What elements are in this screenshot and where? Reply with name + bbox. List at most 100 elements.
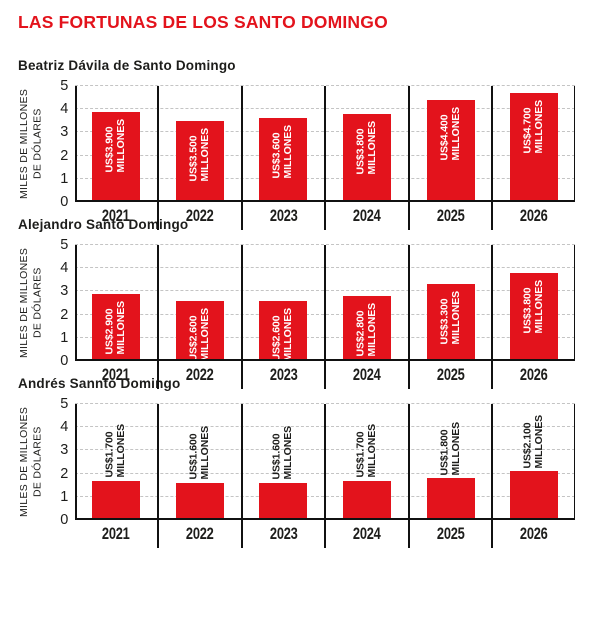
x-tick: 2023 — [243, 202, 325, 230]
bar-value-label: US$1.800 MILLONES — [437, 421, 462, 476]
x-tick: 2026 — [493, 520, 575, 548]
bar: US$3.800 MILLONES — [510, 272, 559, 361]
y-tick-label: 5 — [60, 237, 69, 253]
y-tick-label: 3 — [60, 283, 69, 300]
y-tick-label: 0 — [60, 512, 69, 528]
chart-title: Beatriz Dávila de Santo Domingo — [18, 58, 236, 73]
gridline — [75, 244, 575, 245]
x-tick-label: 2021 — [102, 365, 130, 384]
y-tick-label: 4 — [60, 260, 69, 277]
x-axis-line — [75, 359, 575, 361]
plot-columns: US$2.900 MILLONES 2021 US$2.600 MILLONES 20… — [75, 245, 575, 389]
bar-value-label: US$3.300 MILLONES — [437, 291, 462, 345]
x-tick: 2025 — [410, 520, 492, 548]
bar — [510, 471, 559, 520]
bar: US$3.900 MILLONES — [92, 111, 141, 202]
x-tick: 2026 — [493, 361, 575, 389]
y-axis-line — [75, 245, 78, 361]
year-column: US$4.400 MILLONES 2025 — [410, 86, 494, 230]
bar: US$3.300 MILLONES — [426, 284, 475, 361]
bar-value-label: US$1.600 MILLONES — [186, 426, 211, 480]
bar-value-label: US$3.600 MILLONES — [270, 125, 295, 179]
bar-value-label: US$3.800 MILLONES — [521, 279, 546, 334]
plot-right-border — [573, 404, 575, 520]
bar-cell: US$3.800 MILLONES — [326, 86, 408, 202]
y-tick-label: 0 — [60, 194, 69, 210]
x-tick-label: 2025 — [436, 365, 465, 384]
year-column: US$2.600 MILLONES 2022 — [159, 245, 243, 389]
bar-chart: MILES DE MILLONES DE DÓLARES 0 1 2 3 4 5 US$1… — [18, 397, 575, 548]
y-tick-label: 2 — [60, 147, 69, 164]
plot-area: US$2.900 MILLONES 2021 US$2.600 MILLONES 20… — [75, 244, 575, 389]
bar-value-label: US$3.900 MILLONES — [103, 118, 128, 172]
bar: US$2.900 MILLONES — [92, 293, 141, 361]
bar-value-label: US$2.900 MILLONES — [103, 300, 128, 355]
year-column: US$3.300 MILLONES 2025 — [410, 245, 494, 389]
bar — [342, 480, 391, 520]
bar-chart: MILES DE MILLONES DE DÓLARES 0 1 2 3 4 5 US$3… — [18, 79, 575, 230]
bar-cell: US$1.600 MILLONES — [159, 404, 241, 520]
year-column: US$3.500 MILLONES 2022 — [159, 86, 243, 230]
year-column: US$2.900 MILLONES 2021 — [75, 245, 159, 389]
plot-area: US$3.900 MILLONES 2021 US$3.500 MILLONES 20… — [75, 85, 575, 230]
bar-value-label: US$1.600 MILLONES — [270, 426, 295, 480]
y-tick-label: 1 — [60, 329, 69, 346]
y-tick-label: 3 — [60, 442, 69, 459]
y-tick-label: 5 — [60, 396, 69, 412]
x-axis-line — [75, 200, 575, 202]
bar: US$3.600 MILLONES — [259, 118, 308, 202]
x-tick-label: 2022 — [185, 524, 214, 543]
bar: US$2.600 MILLONES — [175, 300, 224, 362]
x-tick-label: 2023 — [269, 365, 298, 384]
x-tick-label: 2024 — [353, 365, 381, 384]
bar: US$2.800 MILLONES — [342, 296, 391, 361]
plot-right-border — [573, 86, 575, 202]
bar-cell: US$3.500 MILLONES — [159, 86, 241, 202]
chart-section-alejandro: Alejandro Santo Domingo MILES DE MILLONE… — [18, 217, 609, 389]
bar-value-label: US$2.600 MILLONES — [186, 307, 211, 362]
year-column: US$3.600 MILLONES 2023 — [243, 86, 327, 230]
y-axis-label: MILES DE MILLONES DE DÓLARES — [18, 247, 44, 359]
bar: US$4.700 MILLONES — [510, 92, 559, 202]
plot-area: US$1.700 MILLONES 2021 US$1.600 MILLONES 20… — [75, 403, 575, 548]
x-tick-label: 2021 — [102, 524, 130, 543]
bar-cell: US$1.700 MILLONES — [75, 404, 157, 520]
x-tick-label: 2022 — [185, 365, 214, 384]
x-tick: 2021 — [75, 520, 157, 548]
x-tick: 2023 — [243, 361, 325, 389]
x-tick: 2024 — [326, 520, 408, 548]
y-axis-ticks: 0 1 2 3 4 5 — [49, 79, 75, 209]
bar-cell: US$4.700 MILLONES — [493, 86, 575, 202]
year-column: US$2.800 MILLONES 2024 — [326, 245, 410, 389]
x-tick-label: 2023 — [269, 524, 298, 543]
year-column: US$2.600 MILLONES 2023 — [243, 245, 327, 389]
x-tick: 2024 — [326, 361, 408, 389]
x-tick: 2021 — [75, 361, 157, 389]
bar-value-label: US$2.100 MILLONES — [521, 414, 546, 469]
x-tick: 2025 — [410, 202, 492, 230]
bar-value-label: US$3.500 MILLONES — [186, 127, 211, 182]
x-tick-label: 2026 — [520, 206, 549, 225]
y-axis-line — [75, 404, 78, 520]
chart-title: Andrés Sannto Domingo — [18, 376, 181, 391]
x-tick-label: 2025 — [436, 206, 465, 225]
bar-cell: US$3.900 MILLONES — [75, 86, 157, 202]
gridline — [75, 403, 575, 404]
x-tick: 2026 — [493, 202, 575, 230]
bar-cell: US$1.800 MILLONES — [410, 404, 492, 520]
x-tick: 2023 — [243, 520, 325, 548]
year-column: US$1.600 MILLONES 2023 — [243, 404, 327, 548]
year-column: US$1.700 MILLONES 2024 — [326, 404, 410, 548]
chart-title: Alejandro Santo Domingo — [18, 217, 189, 232]
year-column: US$1.700 MILLONES 2021 — [75, 404, 159, 548]
chart-section-beatriz: Beatriz Dávila de Santo Domingo MILES DE… — [18, 58, 609, 230]
x-tick-label: 2024 — [353, 206, 381, 225]
y-tick-label: 1 — [60, 488, 69, 505]
x-tick-label: 2024 — [353, 524, 381, 543]
bar-value-label: US$1.700 MILLONES — [103, 424, 128, 478]
bar-value-label: US$3.800 MILLONES — [354, 120, 378, 175]
y-axis-label: MILES DE MILLONES DE DÓLARES — [18, 406, 44, 518]
bar — [426, 478, 475, 520]
year-column: US$3.900 MILLONES 2021 — [75, 86, 159, 230]
x-tick: 2025 — [410, 361, 492, 389]
